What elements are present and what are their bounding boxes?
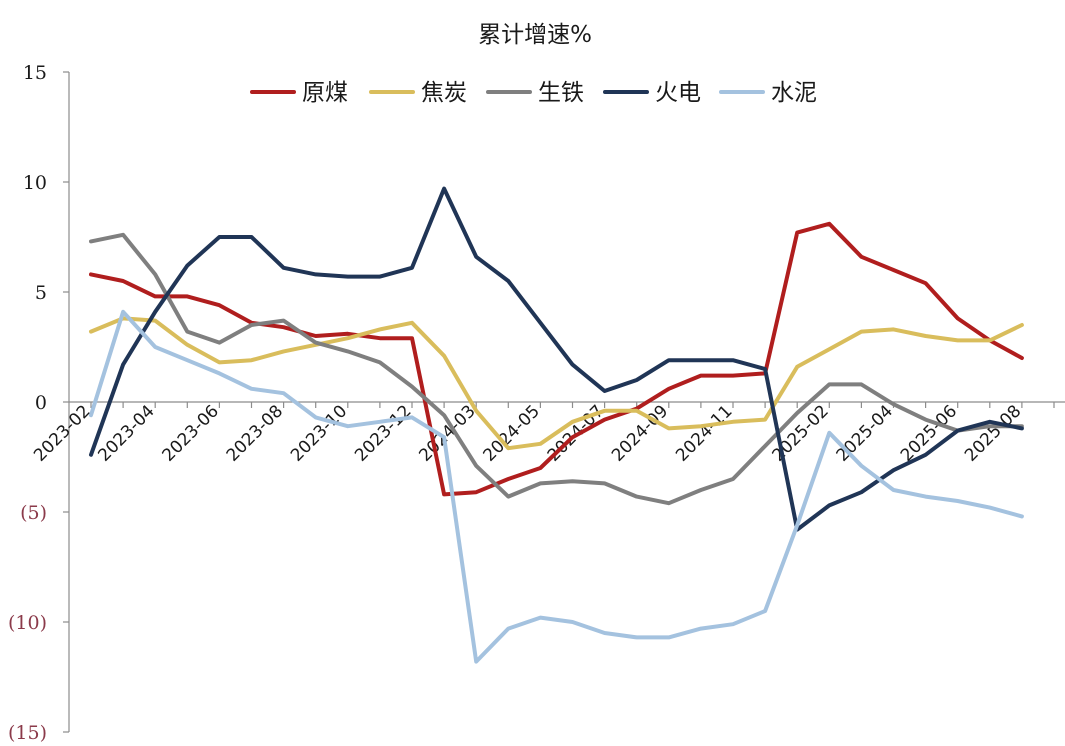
series-line-生铁: [89, 232, 1024, 506]
x-tick-label: 2023-08: [223, 401, 287, 465]
legend-label: 水泥: [771, 80, 817, 106]
x-tick-label: 2023-04: [94, 401, 158, 465]
series-line-火电: [89, 186, 1024, 532]
legend-item: 焦炭: [369, 80, 467, 106]
x-tick-label: 2023-12: [351, 401, 415, 465]
legend-item: 生铁: [486, 80, 584, 106]
legend-label: 生铁: [538, 80, 584, 106]
legend-item: 火电: [603, 80, 701, 106]
x-tick-label: 2025-08: [961, 401, 1025, 465]
legend-label: 焦炭: [421, 80, 467, 106]
x-tick-label: 2023-10: [287, 401, 351, 465]
y-tick-label: (15): [8, 722, 47, 744]
y-tick-label: (5): [20, 502, 47, 524]
chart-title: 累计增速%: [478, 22, 592, 48]
y-tick-label: 15: [23, 62, 47, 84]
series-line-水泥: [89, 309, 1024, 664]
x-tick-label: 2023-06: [159, 401, 223, 465]
y-tick-label: 10: [23, 172, 47, 194]
x-tick-label: 2025-04: [833, 401, 897, 465]
legend-label: 火电: [655, 80, 701, 106]
chart-legend: 原煤 焦炭 生铁 火电 水泥: [250, 80, 817, 106]
y-tick-label: 0: [35, 392, 47, 414]
chart-series-layer: [89, 186, 1024, 664]
series-line-原煤: [89, 221, 1024, 497]
series-line-焦炭: [89, 316, 1024, 451]
legend-label: 原煤: [302, 80, 348, 106]
y-tick-label: (10): [8, 612, 47, 634]
x-tick-label: 2024-05: [480, 401, 544, 465]
y-tick-label: 5: [35, 282, 47, 304]
legend-item: 原煤: [250, 80, 348, 106]
x-tick-label: 2024-11: [672, 401, 736, 465]
legend-item: 水泥: [719, 80, 817, 106]
